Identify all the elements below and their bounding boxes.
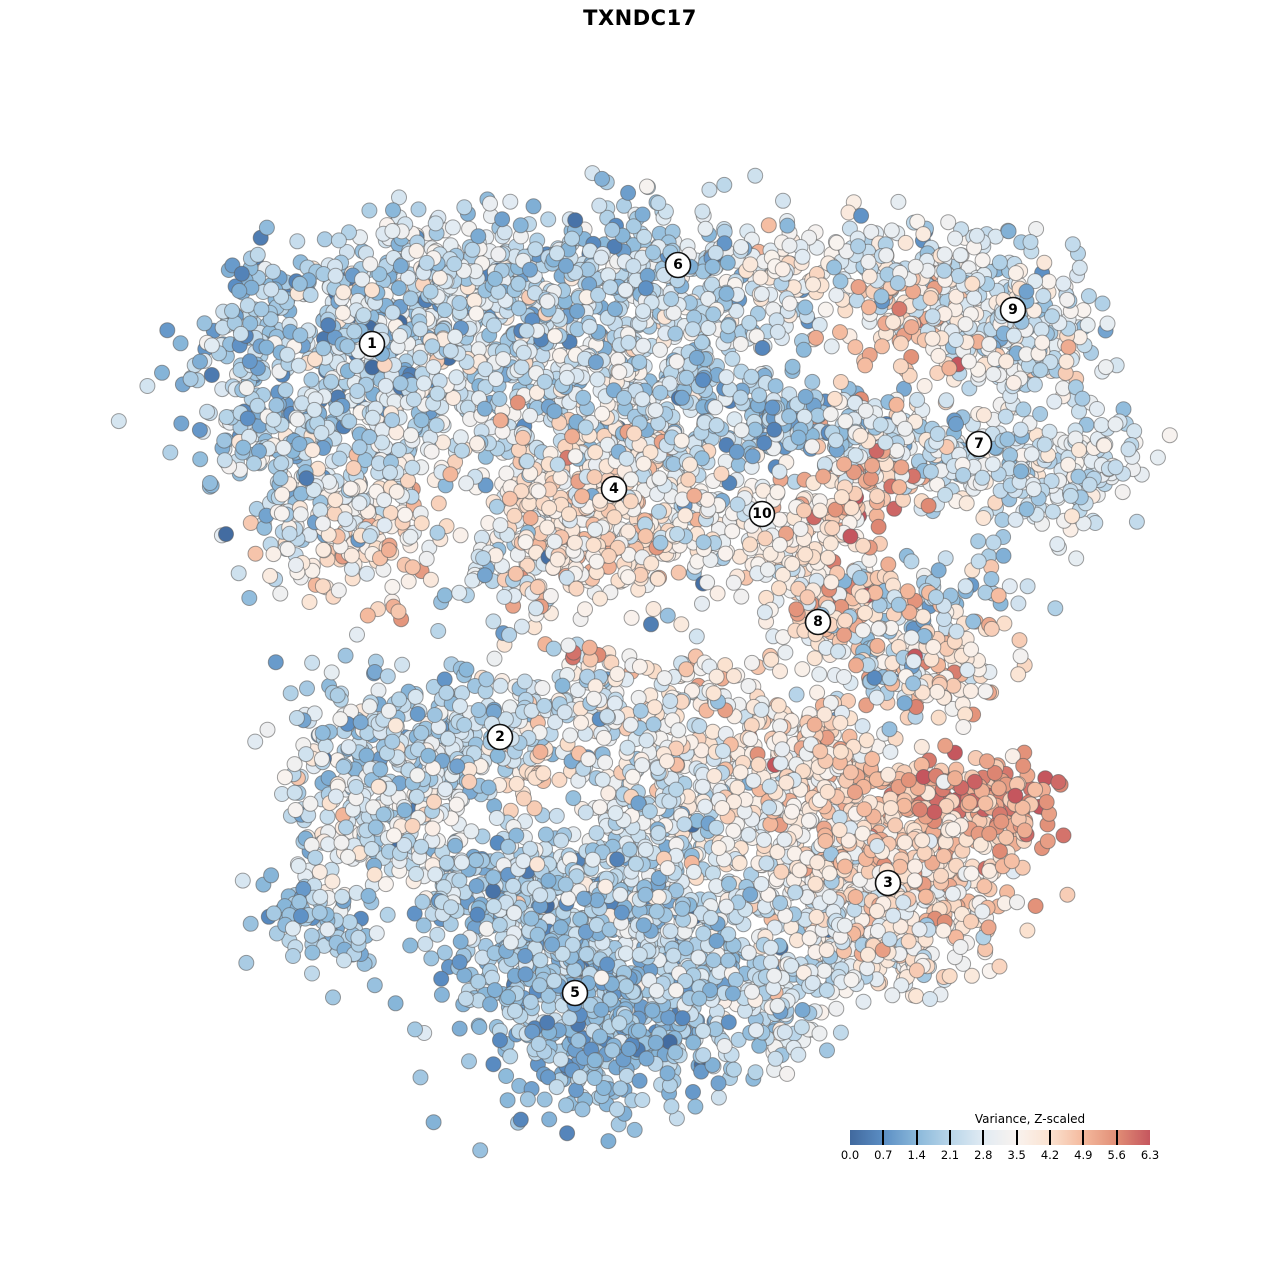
cluster-label-10: 10	[748, 500, 776, 528]
colorbar-tick-mark	[1115, 1130, 1118, 1145]
colorbar-tick-mark	[949, 1130, 951, 1145]
scatter-points-layer	[110, 165, 1178, 1159]
colorbar-tick-mark	[915, 1130, 918, 1145]
cluster-label-2: 2	[486, 723, 514, 751]
colorbar-tick: 2.8	[974, 1148, 993, 1162]
colorbar-tick: 0.0	[840, 1148, 860, 1162]
cluster-label-7: 7	[965, 430, 993, 458]
cluster-label-8: 8	[804, 608, 832, 636]
cluster-label-1: 1	[358, 330, 386, 358]
colorbar-tick: 4.9	[1074, 1148, 1093, 1162]
colorbar-gradient	[850, 1130, 1150, 1145]
cluster-label-6: 6	[664, 251, 692, 279]
colorbar-tick-mark	[982, 1130, 985, 1145]
chart-title: TXNDC17	[583, 6, 697, 30]
colorbar-tick: 4.2	[1040, 1148, 1060, 1162]
colorbar-tick: 2.1	[940, 1148, 960, 1162]
colorbar-tick-mark	[1049, 1130, 1051, 1145]
colorbar-tick: 5.6	[1107, 1148, 1126, 1162]
cluster-label-9: 9	[999, 296, 1027, 324]
colorbar-tick: 3.5	[1007, 1148, 1026, 1162]
colorbar-tick: 6.3	[1140, 1148, 1160, 1162]
cluster-label-5: 5	[561, 979, 589, 1007]
colorbar-tick: 1.4	[907, 1148, 926, 1162]
cluster-labels-layer: 1 2 3 4 5 6 7 8 9 10	[358, 251, 1027, 1007]
cluster-label-3: 3	[874, 869, 902, 897]
colorbar-tick-mark	[882, 1130, 885, 1145]
colorbar-tick-mark	[1082, 1130, 1085, 1145]
colorbar-legend: Variance, Z-scaled 0.0 0.7 1.4 2.1 2.8 3…	[841, 1112, 1159, 1164]
colorbar-tick-labels: 0.0 0.7 1.4 2.1 2.8 3.5 4.2 4.9 5.6 6.3	[841, 1148, 1159, 1164]
colorbar-title: Variance, Z-scaled	[974, 1112, 1086, 1126]
colorbar-tick: 0.7	[874, 1148, 893, 1162]
cluster-label-4: 4	[600, 475, 628, 503]
colorbar-tick-mark	[1015, 1130, 1018, 1145]
